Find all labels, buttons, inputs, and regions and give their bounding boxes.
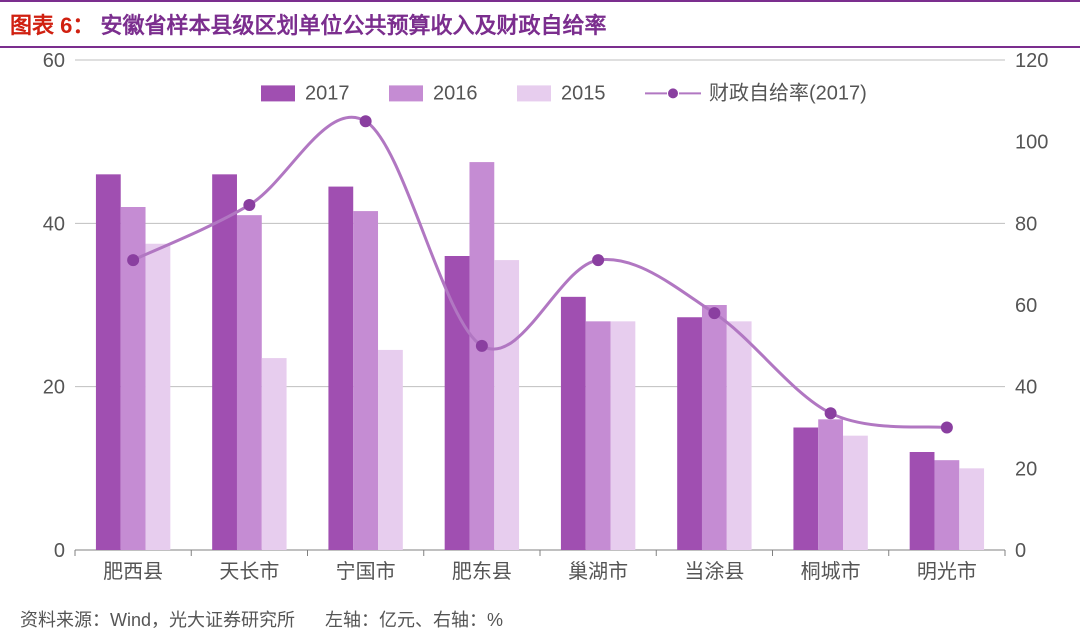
svg-text:20: 20: [43, 377, 65, 399]
svg-text:天长市: 天长市: [219, 560, 279, 583]
chart-title-bar: 图表 6： 安徽省样本县级区划单位公共预算收入及财政自给率: [0, 0, 1080, 48]
svg-text:2016: 2016: [433, 82, 478, 104]
svg-text:80: 80: [1015, 213, 1037, 235]
svg-text:明光市: 明光市: [917, 560, 977, 583]
svg-text:120: 120: [1015, 50, 1048, 72]
svg-text:当涂县: 当涂县: [684, 560, 744, 583]
svg-text:2015: 2015: [561, 82, 606, 104]
svg-text:桐城市: 桐城市: [801, 560, 861, 583]
svg-text:0: 0: [1015, 540, 1026, 562]
title-number: 图表 6：: [10, 13, 94, 38]
svg-text:宁国市: 宁国市: [336, 560, 396, 583]
chart-plot-area: 0 20 40 60 0 20 40 60 80 100 120 肥西县 天长市 宁国市 肥东县 巢湖市 当涂县…: [20, 50, 1060, 590]
svg-text:0: 0: [54, 540, 65, 562]
chart-container: 图表 6： 安徽省样本县级区划单位公共预算收入及财政自给率 0 20 40 60 0 20…: [0, 0, 1080, 638]
footer-axis-note: 左轴：亿元、右轴：%: [325, 610, 503, 630]
chart-svg: 0 20 40 60 0 20 40 60 80 100 120 肥西县 天长市 宁国市 肥东县 巢湖市 当涂县…: [20, 50, 1060, 590]
svg-text:60: 60: [1015, 295, 1037, 317]
svg-text:40: 40: [43, 213, 65, 235]
title-text: 安徽省样本县级区划单位公共预算收入及财政自给率: [100, 13, 606, 38]
svg-text:巢湖市: 巢湖市: [568, 560, 628, 583]
svg-text:20: 20: [1015, 458, 1037, 480]
chart-footer: 资料来源：Wind，光大证券研究所 左轴：亿元、右轴：%: [20, 606, 503, 632]
svg-text:财政自给率(2017): 财政自给率(2017): [709, 81, 867, 104]
svg-text:60: 60: [43, 50, 65, 72]
svg-text:肥西县: 肥西县: [103, 561, 163, 583]
svg-text:40: 40: [1015, 377, 1037, 399]
svg-text:100: 100: [1015, 132, 1048, 154]
footer-source: 资料来源：Wind，光大证券研究所: [20, 610, 295, 630]
svg-text:2017: 2017: [305, 82, 350, 104]
svg-text:肥东县: 肥东县: [452, 560, 512, 583]
